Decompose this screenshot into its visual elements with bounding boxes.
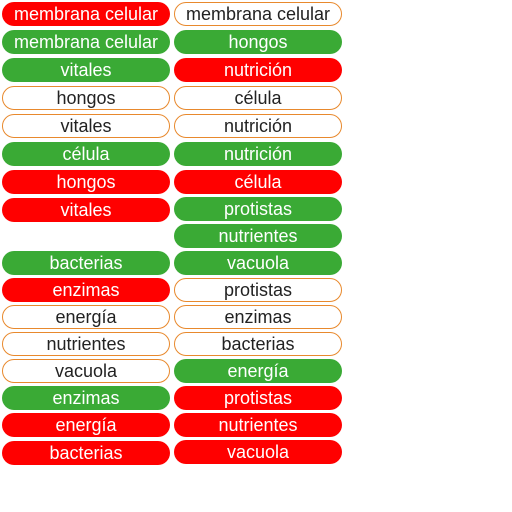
right-card-6[interactable]: nutrición xyxy=(174,142,342,166)
left-card-10[interactable]: enzimas xyxy=(2,278,170,302)
right-card-17[interactable]: vacuola xyxy=(174,440,342,464)
right-card-5[interactable]: nutrición xyxy=(174,114,342,138)
left-card-8[interactable]: vitales xyxy=(2,198,170,222)
right-card-3[interactable]: nutrición xyxy=(174,58,342,82)
left-card-4[interactable]: hongos xyxy=(2,86,170,110)
left-card-2[interactable]: membrana celular xyxy=(2,30,170,54)
right-card-10[interactable]: vacuola xyxy=(174,251,342,275)
right-card-4[interactable]: célula xyxy=(174,86,342,110)
right-card-9[interactable]: nutrientes xyxy=(174,224,342,248)
right-card-11[interactable]: protistas xyxy=(174,278,342,302)
left-card-16[interactable]: bacterias xyxy=(2,441,170,465)
right-card-8[interactable]: protistas xyxy=(174,197,342,221)
right-card-13[interactable]: bacterias xyxy=(174,332,342,356)
left-card-6[interactable]: célula xyxy=(2,142,170,166)
left-card-11[interactable]: energía xyxy=(2,305,170,329)
right-card-16[interactable]: nutrientes xyxy=(174,413,342,437)
right-card-2[interactable]: hongos xyxy=(174,30,342,54)
right-card-7[interactable]: célula xyxy=(174,170,342,194)
left-card-13[interactable]: vacuola xyxy=(2,359,170,383)
left-card-12[interactable]: nutrientes xyxy=(2,332,170,356)
left-card-15[interactable]: energía xyxy=(2,413,170,437)
left-card-14[interactable]: enzimas xyxy=(2,386,170,410)
left-card-3[interactable]: vitales xyxy=(2,58,170,82)
left-card-9[interactable]: bacterias xyxy=(2,251,170,275)
right-card-15[interactable]: protistas xyxy=(174,386,342,410)
right-card-14[interactable]: energía xyxy=(174,359,342,383)
right-card-1[interactable]: membrana celular xyxy=(174,2,342,26)
left-card-1[interactable]: membrana celular xyxy=(2,2,170,26)
right-card-12[interactable]: enzimas xyxy=(174,305,342,329)
left-card-5[interactable]: vitales xyxy=(2,114,170,138)
left-card-7[interactable]: hongos xyxy=(2,170,170,194)
